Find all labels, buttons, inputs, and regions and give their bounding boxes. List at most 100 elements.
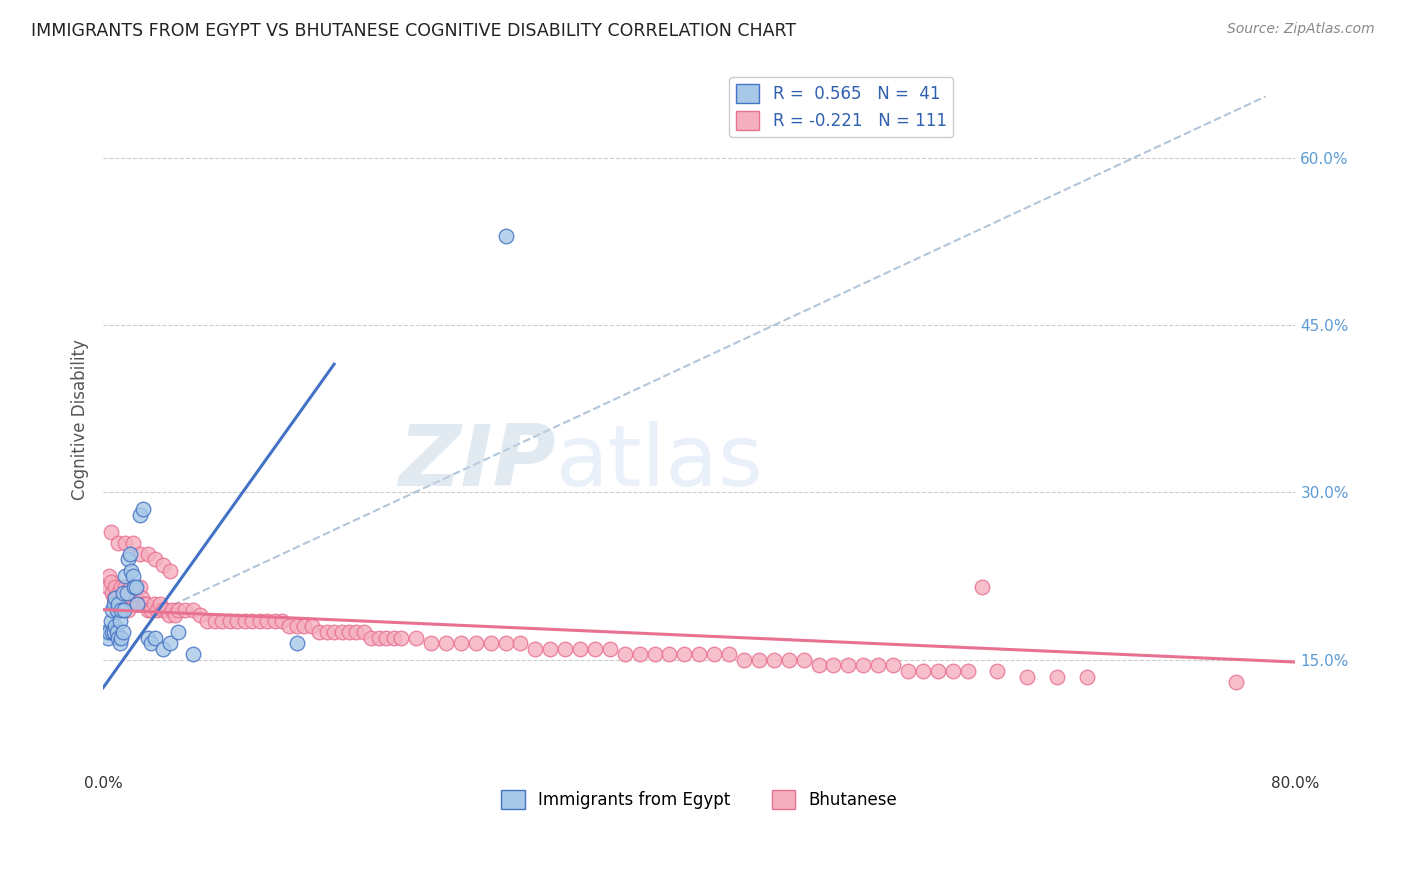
Point (111, 586, 134, 600)
Point (131, 591, 153, 606)
Point (115, 586, 138, 600)
Point (107, 586, 129, 600)
Point (942, 664, 965, 678)
Point (111, 624, 134, 639)
Point (644, 647, 666, 661)
Point (107, 535, 129, 549)
Point (117, 552, 139, 566)
Point (114, 535, 136, 549)
Point (337, 624, 360, 639)
Point (107, 597, 129, 611)
Point (382, 631, 405, 645)
Point (1076, 669, 1098, 683)
Point (114, 569, 136, 583)
Point (240, 614, 263, 628)
Point (152, 558, 174, 572)
Point (110, 602, 132, 616)
Point (852, 658, 875, 673)
Point (105, 624, 128, 639)
Point (122, 569, 145, 583)
Point (256, 614, 278, 628)
Point (107, 631, 129, 645)
Point (897, 664, 920, 678)
Point (155, 602, 177, 616)
Point (524, 641, 547, 656)
Point (122, 586, 145, 600)
Point (120, 591, 142, 606)
Point (226, 614, 249, 628)
Point (509, 636, 531, 650)
Point (450, 636, 472, 650)
Point (181, 602, 204, 616)
Point (554, 641, 576, 656)
Point (233, 614, 256, 628)
Point (166, 602, 188, 616)
Point (100, 574, 122, 589)
Point (271, 614, 294, 628)
Point (174, 602, 197, 616)
Point (882, 658, 904, 673)
Point (110, 580, 132, 594)
Point (127, 597, 149, 611)
Point (263, 614, 285, 628)
Point (613, 647, 636, 661)
Point (733, 653, 755, 667)
Point (103, 591, 125, 606)
Point (301, 619, 323, 633)
Point (127, 597, 149, 611)
Point (292, 619, 315, 633)
Point (204, 614, 226, 628)
Point (120, 564, 142, 578)
Point (103, 624, 125, 639)
Point (149, 597, 172, 611)
Point (367, 631, 389, 645)
Point (495, 228, 517, 243)
Point (956, 664, 979, 678)
Point (495, 636, 517, 650)
Point (420, 636, 443, 650)
Point (117, 602, 139, 616)
Point (129, 580, 152, 594)
Point (308, 624, 330, 639)
Point (703, 647, 725, 661)
Point (159, 636, 181, 650)
Point (118, 580, 141, 594)
Point (353, 624, 375, 639)
Point (823, 658, 845, 673)
Point (673, 647, 696, 661)
Point (128, 597, 150, 611)
Point (104, 619, 127, 633)
Point (160, 602, 183, 616)
Point (143, 552, 166, 566)
Point (103, 597, 125, 611)
Point (129, 508, 152, 522)
Point (136, 547, 159, 561)
Point (132, 502, 155, 516)
Point (181, 647, 204, 661)
Point (159, 564, 181, 578)
Point (375, 631, 398, 645)
Point (98, 624, 121, 639)
Point (218, 614, 240, 628)
Point (868, 658, 890, 673)
Point (152, 641, 174, 656)
Point (125, 591, 148, 606)
Point (129, 547, 152, 561)
Point (142, 597, 165, 611)
Point (434, 636, 457, 650)
Legend: Immigrants from Egypt, Bhutanese: Immigrants from Egypt, Bhutanese (495, 783, 904, 816)
Point (157, 608, 180, 623)
Point (323, 624, 346, 639)
Point (285, 619, 308, 633)
Point (101, 586, 124, 600)
Point (97, 631, 120, 645)
Point (188, 608, 211, 623)
Point (405, 631, 427, 645)
Point (688, 647, 710, 661)
Point (108, 636, 131, 650)
Point (122, 535, 145, 549)
Point (197, 614, 219, 628)
Point (464, 636, 486, 650)
Point (139, 636, 162, 650)
Point (139, 602, 162, 616)
